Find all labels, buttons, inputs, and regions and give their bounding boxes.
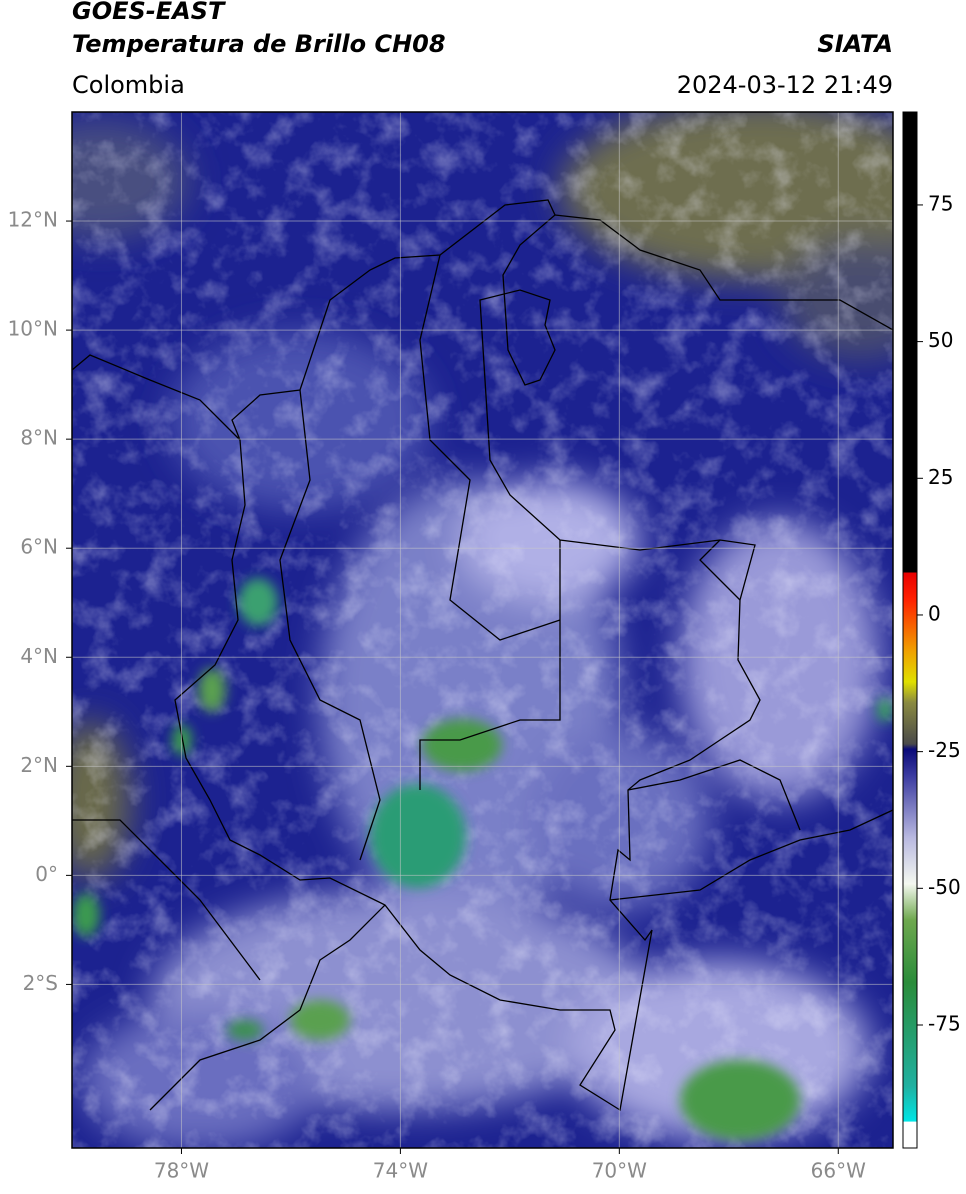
y-tick-label: 4°N <box>20 644 58 668</box>
x-tick-label: 66°W <box>811 1159 866 1183</box>
title: GOES-EAST <box>72 0 226 25</box>
x-tick-label: 74°W <box>373 1159 428 1183</box>
y-tick-label: 2°S <box>23 971 58 995</box>
colorbar-tick-label: -50 <box>928 875 961 899</box>
colorbar-tick-label: -75 <box>928 1011 961 1035</box>
y-tick-label: 12°N <box>8 208 58 232</box>
colorbar-tick-label: 25 <box>928 465 953 489</box>
x-tick-label: 70°W <box>592 1159 647 1183</box>
region: Colombia <box>72 71 185 99</box>
colorbar-tick-label: 0 <box>928 601 941 625</box>
map-frame <box>71 111 894 1149</box>
y-tick-label: 0° <box>35 862 58 886</box>
subtitle: Temperatura de Brillo CH08 <box>72 30 446 58</box>
y-tick-label: 6°N <box>20 535 58 559</box>
y-tick-label: 2°N <box>20 753 58 777</box>
satellite-image <box>72 112 893 1148</box>
borders <box>72 199 893 1112</box>
colorbar-tick-label: -25 <box>928 738 961 762</box>
colorbar-tick-label: 75 <box>928 191 953 215</box>
colorbar-tick-label: 50 <box>928 328 953 352</box>
y-tick-label: 8°N <box>20 426 58 450</box>
source: SIATA <box>817 30 893 58</box>
y-tick-label: 10°N <box>8 317 58 341</box>
x-tick-label: 78°W <box>154 1159 209 1183</box>
datetime: 2024-03-12 21:49 <box>677 71 893 99</box>
colorbar <box>902 111 918 1149</box>
graticule <box>72 112 893 1148</box>
